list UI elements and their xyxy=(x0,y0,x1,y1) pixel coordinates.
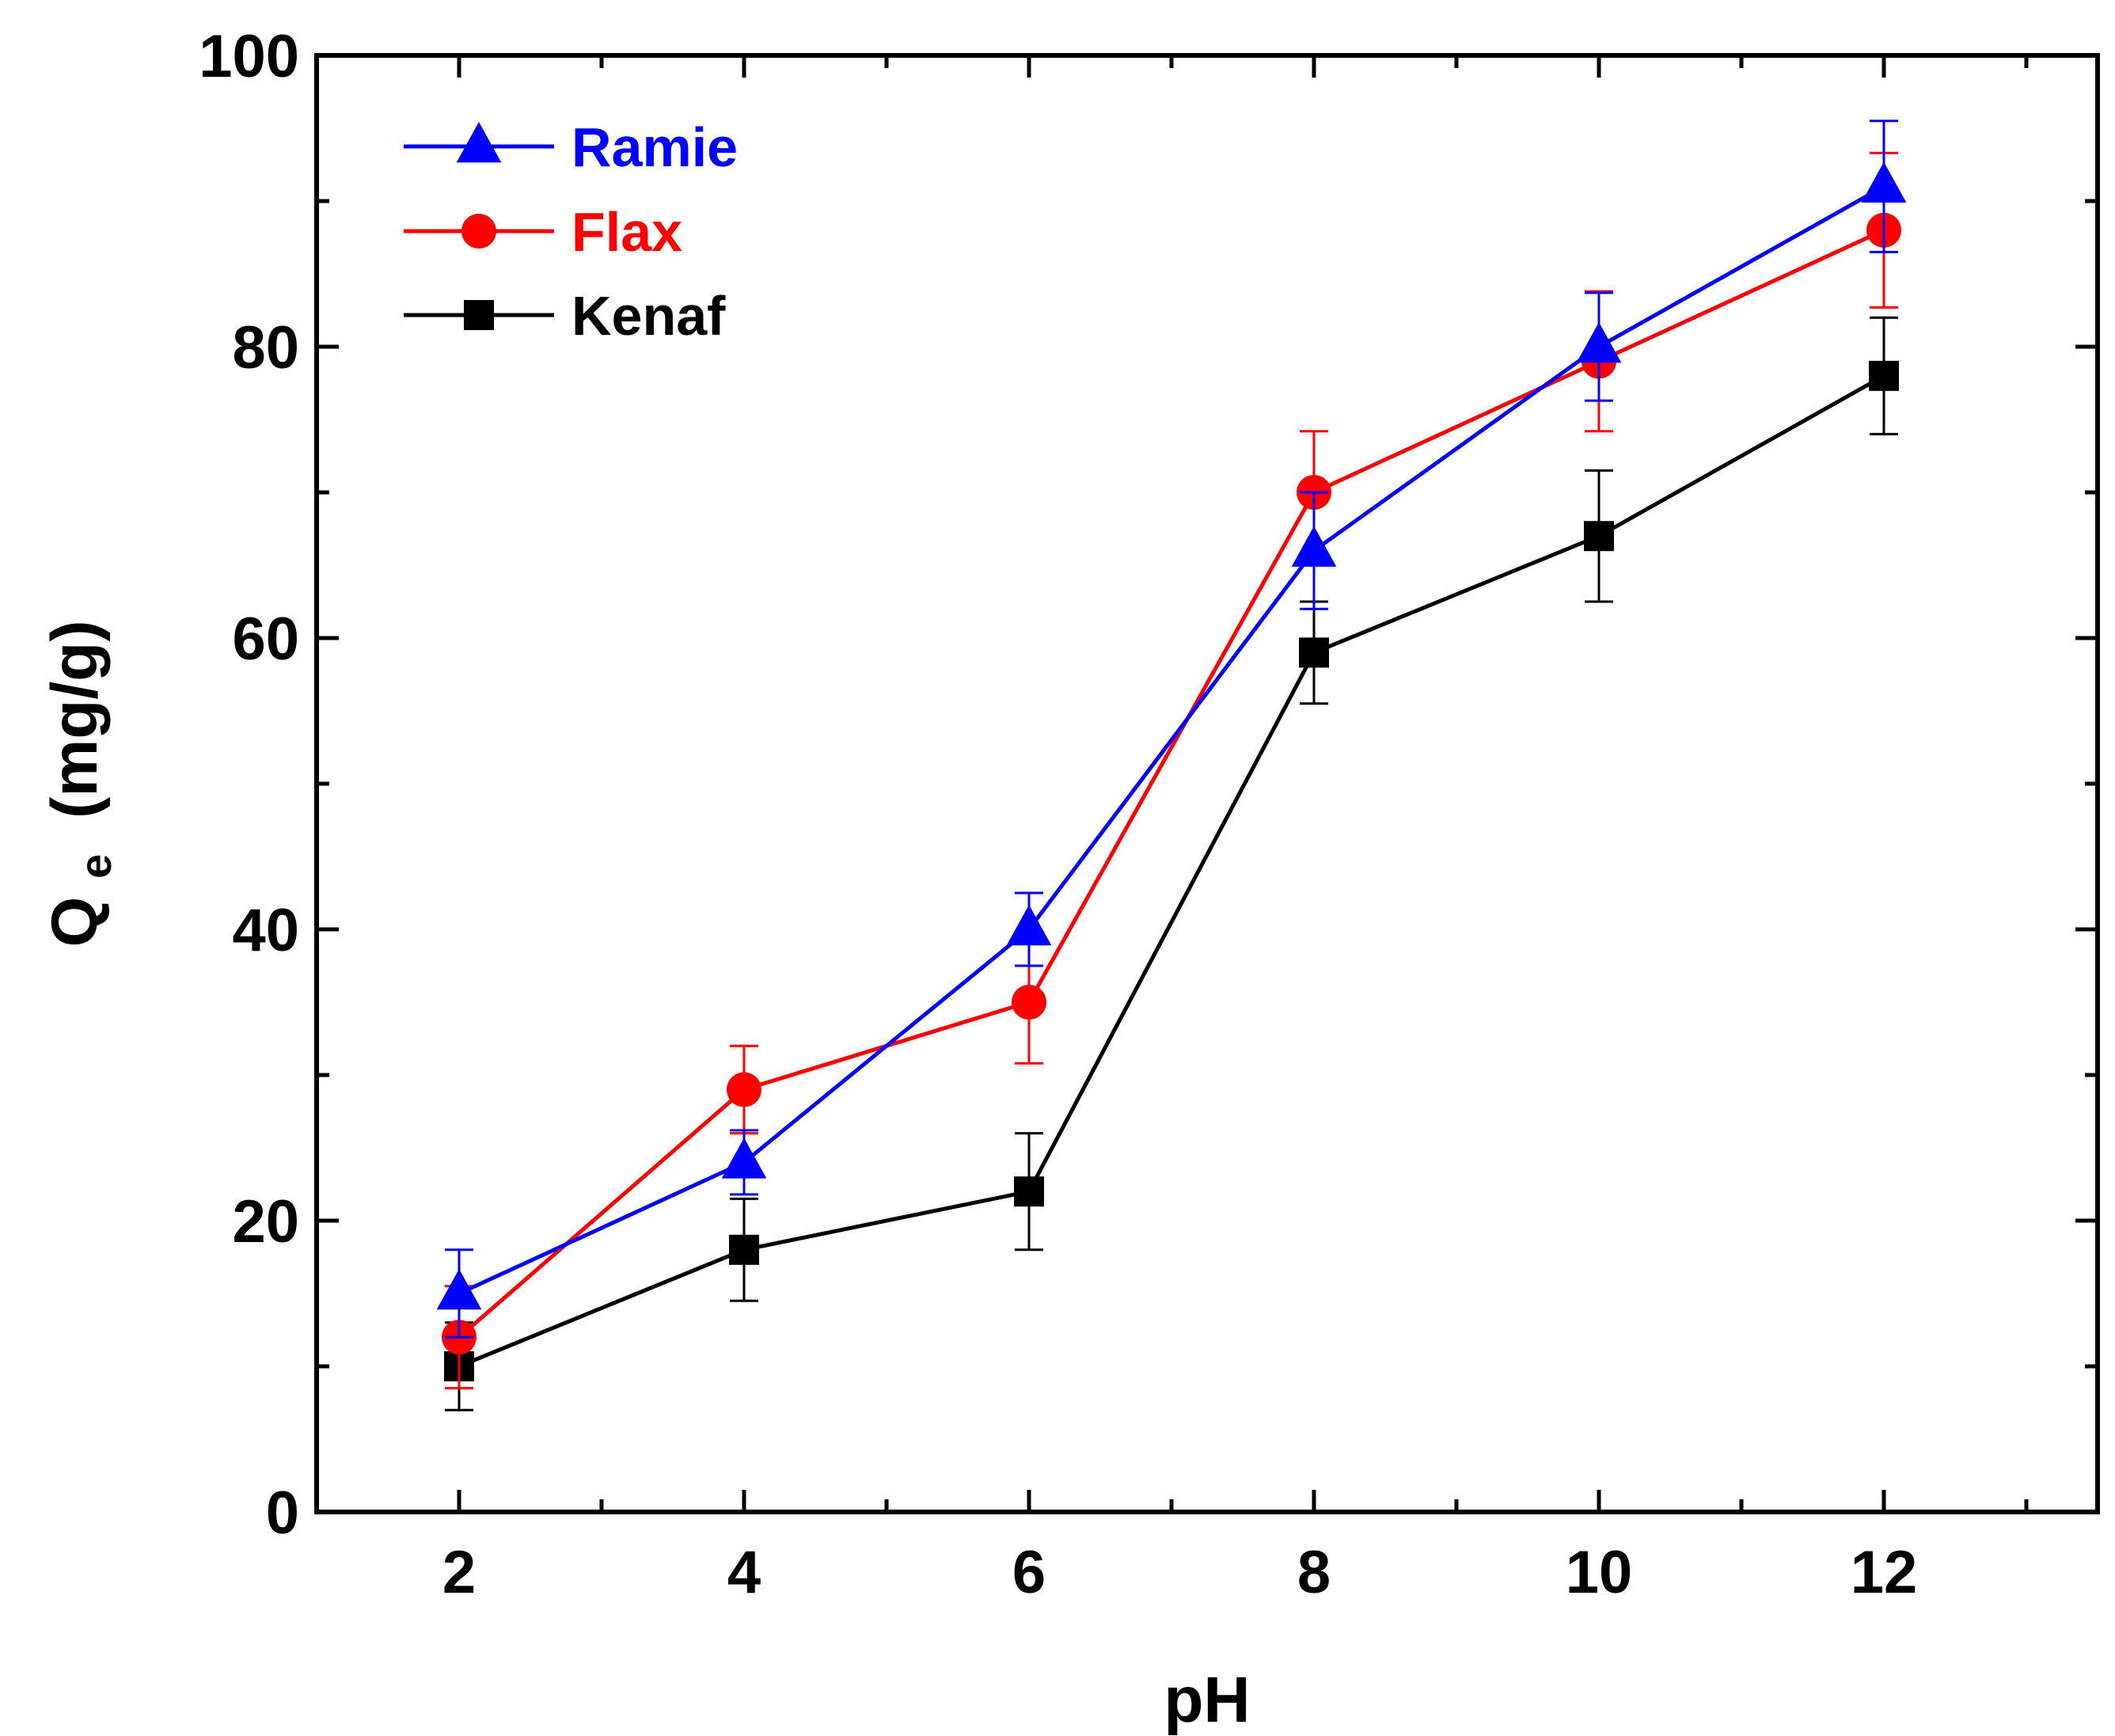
y-axis-title-subscript: e xyxy=(70,854,120,879)
x-tick-label: 6 xyxy=(1012,1539,1046,1606)
legend-label-kenaf: Kenaf xyxy=(571,285,726,347)
x-tick-label: 10 xyxy=(1566,1539,1633,1606)
flax-point xyxy=(1012,985,1046,1020)
y-tick-label: 60 xyxy=(232,606,299,673)
y-tick-labels: 0 20 40 60 80 100 xyxy=(199,23,299,1547)
flax-line xyxy=(458,228,1885,1339)
series-kenaf xyxy=(444,316,1899,1411)
kenaf-line xyxy=(458,374,1885,1369)
ramie-point xyxy=(1861,161,1907,203)
y-tick-label: 20 xyxy=(232,1188,299,1255)
kenaf-point xyxy=(1584,521,1614,552)
flax-point xyxy=(727,1072,761,1107)
legend-item-kenaf: Kenaf xyxy=(404,285,726,347)
y-axis-title: Q e (mg/g) xyxy=(39,620,125,947)
x-tick-label: 8 xyxy=(1297,1539,1331,1606)
x-tick-label: 2 xyxy=(442,1539,476,1606)
ramie-line xyxy=(458,184,1885,1296)
kenaf-point xyxy=(1014,1176,1044,1207)
legend-label-flax: Flax xyxy=(571,201,682,263)
ramie-point xyxy=(1006,904,1052,946)
y-axis-title-main: Q xyxy=(39,897,111,948)
y-tick-label: 40 xyxy=(232,897,299,964)
legend-label-ramie: Ramie xyxy=(571,116,738,178)
ramie-point xyxy=(721,1138,767,1179)
axes xyxy=(314,53,2100,1514)
series-layer xyxy=(436,120,1907,1411)
series-ramie xyxy=(436,120,1907,1339)
kenaf-point xyxy=(1869,360,1899,391)
y-tick-label: 0 xyxy=(266,1480,299,1547)
ramie-point xyxy=(436,1268,482,1310)
ticks xyxy=(317,53,2098,1514)
y-axis-title-units: (mg/g) xyxy=(39,620,111,818)
legend-item-flax: Flax xyxy=(404,201,682,263)
kenaf-point xyxy=(729,1234,759,1265)
legend: Ramie Flax Kenaf xyxy=(404,116,738,347)
legend-marker-flax xyxy=(461,214,496,249)
ramie-point xyxy=(1291,526,1337,567)
x-tick-labels: 2 4 6 8 10 12 xyxy=(442,1539,1917,1606)
x-axis-title: pH xyxy=(1164,1664,1250,1736)
legend-item-ramie: Ramie xyxy=(404,116,738,178)
kenaf-point xyxy=(1299,637,1329,668)
x-tick-label: 12 xyxy=(1851,1539,1918,1606)
svg-text:Q e (mg/g): Q e (mg/g) xyxy=(39,620,125,947)
y-tick-label: 100 xyxy=(199,23,299,90)
legend-marker-ramie xyxy=(456,121,502,163)
y-tick-label: 80 xyxy=(232,314,299,382)
legend-marker-kenaf xyxy=(464,300,494,330)
ramie-point xyxy=(1576,321,1622,363)
x-tick-label: 4 xyxy=(727,1539,761,1606)
